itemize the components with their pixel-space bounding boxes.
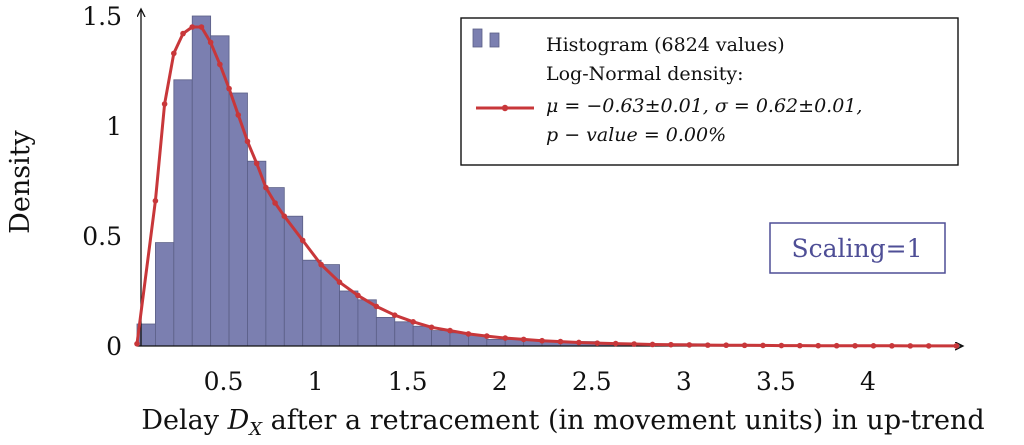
density-point	[134, 341, 140, 347]
density-point	[925, 343, 932, 349]
histogram-bars	[136, 15, 801, 347]
y-tick-label: 0	[106, 332, 122, 361]
density-point	[668, 341, 674, 348]
y-tick-label: 1	[106, 112, 122, 141]
x-tick-label: 2.5	[572, 367, 612, 396]
x-tick-labels: 0.5 1 1.5 2 2.5 3 3.5 4	[204, 367, 876, 396]
scaling-box	[769, 222, 946, 274]
density-point	[539, 337, 545, 344]
density-point	[447, 327, 453, 334]
density-point	[318, 261, 324, 268]
density-curve	[134, 24, 960, 349]
y-tick-label: 1.5	[82, 2, 122, 31]
density-point	[263, 184, 269, 191]
density-point	[704, 342, 711, 348]
density-point	[152, 198, 159, 204]
histogram-bar	[375, 316, 396, 347]
legend-histogram-swatch	[472, 28, 500, 48]
x-tick-label: 3.5	[756, 367, 796, 396]
y-axis-title: Density	[5, 129, 36, 233]
x-tick-label: 1	[308, 367, 324, 396]
histogram-bar	[302, 259, 322, 347]
density-point	[226, 85, 232, 92]
legend-density-title: Log-Normal density:	[546, 63, 744, 85]
legend-swatch-bar	[472, 28, 483, 48]
legend: Histogram (6824 values) Log-Normal densi…	[460, 17, 959, 166]
density-point	[778, 342, 785, 349]
density-point	[410, 319, 416, 325]
density-point	[907, 343, 914, 349]
density-point	[815, 342, 822, 349]
y-tick-label: 0.5	[82, 222, 122, 251]
density-point	[391, 312, 398, 319]
density-point	[217, 61, 223, 68]
density-point	[171, 50, 177, 57]
density-point	[649, 341, 656, 348]
legend-density-pvalue: p − value = 0.00%	[546, 124, 726, 146]
density-point	[576, 339, 582, 346]
legend-histogram-label: Histogram (6824 values)	[546, 34, 785, 56]
density-point	[741, 342, 748, 349]
histogram-bar	[394, 321, 414, 347]
legend-density-params: μ = −0.63±0.01, σ = 0.62±0.01,	[546, 95, 862, 117]
density-point	[355, 292, 361, 299]
density-point	[612, 340, 619, 347]
histogram-bar	[486, 338, 506, 347]
density-point	[760, 342, 766, 349]
density-point	[235, 112, 242, 118]
y-tick-labels: 0 0.5 1 1.5	[82, 2, 122, 361]
density-point	[281, 213, 288, 219]
x-tick-label: 2	[492, 367, 508, 396]
density-point	[428, 324, 435, 331]
density-point	[180, 30, 186, 37]
density-point	[373, 303, 380, 310]
scaling-annotation: Scaling=1	[769, 222, 946, 274]
density-point	[336, 279, 343, 286]
density-point	[833, 342, 840, 349]
histogram-bar	[247, 160, 267, 347]
x-axis-title: Delay DX after a retracement (in movemen…	[141, 405, 984, 440]
density-point	[161, 101, 168, 107]
density-point	[631, 341, 637, 347]
density-point	[198, 24, 205, 30]
density-point	[253, 160, 260, 167]
legend-density-marker	[501, 104, 509, 112]
density-point	[953, 343, 960, 349]
legend-swatch-bar	[489, 32, 500, 48]
histogram-bar	[155, 242, 175, 347]
histogram-bar	[339, 290, 359, 347]
density-point	[686, 342, 693, 348]
density-point	[557, 338, 564, 345]
x-tick-label: 4	[860, 367, 876, 396]
density-point	[797, 342, 803, 349]
histogram-bar	[320, 264, 340, 347]
legend-density-swatch	[476, 104, 534, 112]
density-point	[299, 237, 306, 244]
density-point	[870, 343, 877, 349]
histogram-bar	[412, 325, 432, 347]
density-point	[189, 24, 196, 30]
x-tick-label: 0.5	[204, 367, 244, 396]
density-point	[520, 336, 527, 343]
histogram-bar	[173, 79, 193, 347]
density-point	[889, 343, 895, 349]
x-tick-label: 1.5	[388, 367, 428, 396]
density-point	[207, 39, 214, 46]
density-point	[502, 335, 509, 341]
density-point	[272, 200, 278, 206]
density-point	[852, 342, 858, 349]
density-point	[484, 333, 490, 339]
density-line	[135, 25, 957, 348]
histogram-bar	[431, 330, 451, 347]
density-point	[465, 331, 472, 337]
x-tick-label: 3	[676, 367, 692, 396]
density-point	[594, 340, 601, 346]
legend-box	[460, 17, 959, 166]
histogram-bar	[191, 15, 212, 347]
scaling-label: Scaling=1	[792, 234, 923, 263]
density-point	[244, 138, 251, 145]
density-point	[723, 342, 729, 349]
